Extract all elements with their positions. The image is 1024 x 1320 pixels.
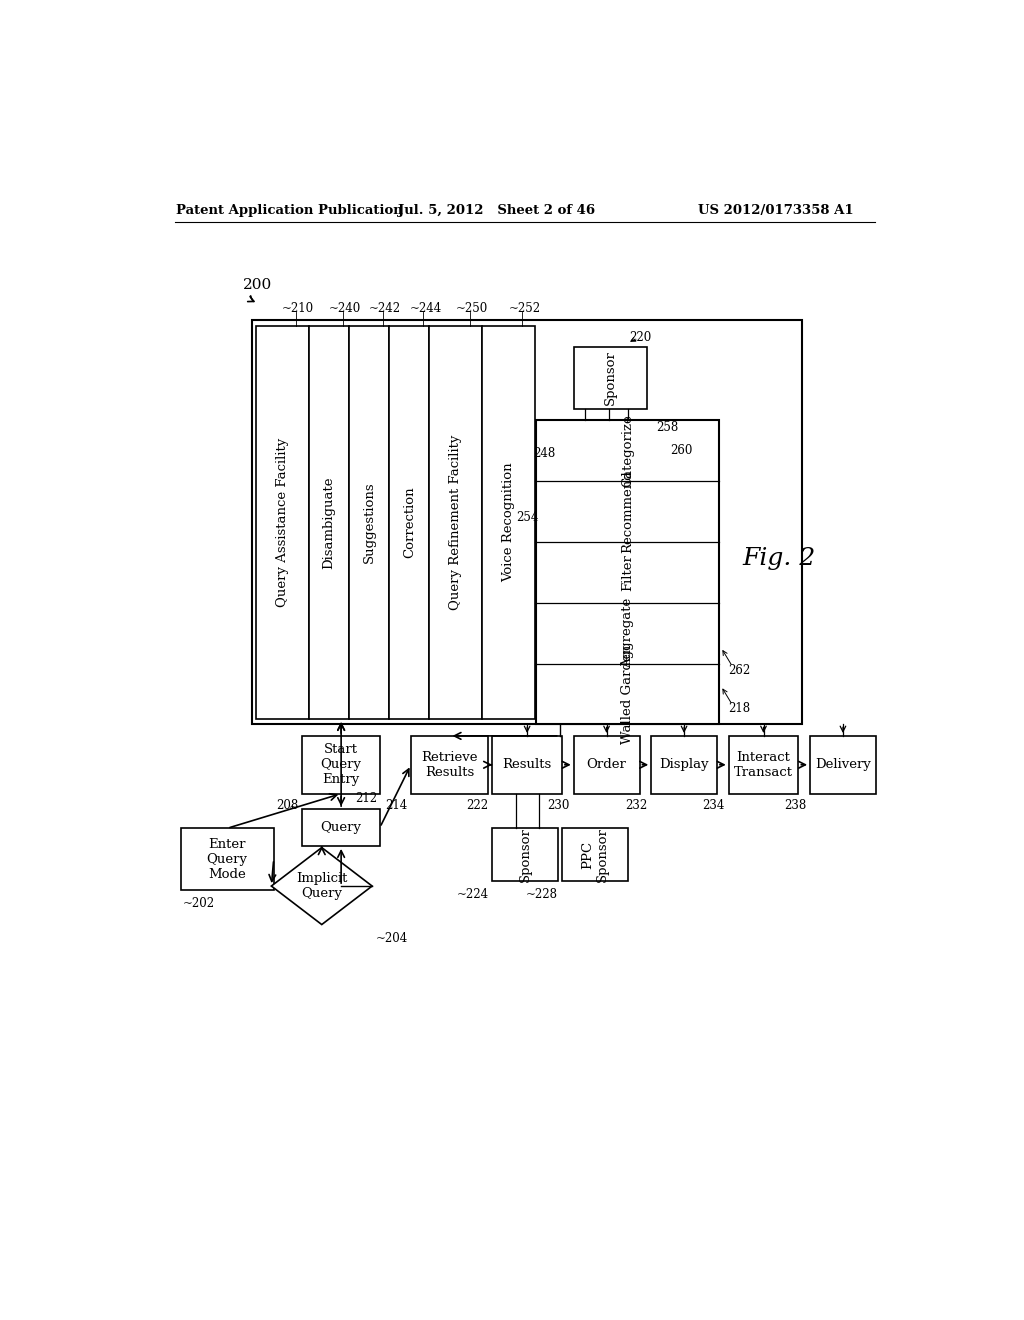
Text: Query Refinement Facility: Query Refinement Facility — [450, 434, 462, 610]
Text: 222: 222 — [466, 799, 488, 812]
Text: Fig. 2: Fig. 2 — [742, 548, 816, 570]
FancyArrowPatch shape — [610, 411, 616, 417]
Bar — [389, 326, 429, 719]
Text: Voice Recognition: Voice Recognition — [502, 463, 515, 582]
Text: Start
Query
Entry: Start Query Entry — [321, 743, 361, 787]
Bar — [482, 326, 535, 719]
Text: Query Assistance Facility: Query Assistance Facility — [275, 438, 289, 607]
Bar — [573, 347, 647, 409]
Text: Sponsor: Sponsor — [519, 828, 531, 882]
Text: 200: 200 — [243, 279, 272, 293]
Text: 234: 234 — [702, 799, 725, 812]
Text: ~240: ~240 — [329, 302, 361, 315]
Text: 220: 220 — [629, 331, 651, 345]
Text: Correction: Correction — [402, 487, 416, 558]
Text: Suggestions: Suggestions — [362, 482, 376, 564]
Text: 230: 230 — [548, 799, 569, 812]
Bar — [256, 326, 308, 719]
Text: Filter: Filter — [621, 554, 634, 591]
Text: 212: 212 — [355, 792, 377, 805]
Text: 258: 258 — [656, 421, 679, 434]
Text: 260: 260 — [671, 445, 693, 458]
Text: US 2012/0173358 A1: US 2012/0173358 A1 — [697, 205, 853, 218]
FancyArrowPatch shape — [628, 411, 643, 420]
Text: Recommend: Recommend — [621, 470, 634, 553]
Text: 218: 218 — [728, 702, 750, 715]
Text: Enter
Query
Mode: Enter Query Mode — [207, 838, 248, 880]
Text: ~224: ~224 — [457, 888, 488, 902]
Bar — [349, 326, 389, 719]
Text: ~210: ~210 — [283, 302, 314, 315]
Text: Implicit
Query: Implicit Query — [296, 873, 347, 900]
Bar — [493, 829, 558, 880]
Text: Disambiguate: Disambiguate — [323, 477, 335, 569]
Text: Display: Display — [659, 758, 709, 771]
Text: 262: 262 — [728, 664, 751, 677]
Text: PPC
Sponsor: PPC Sponsor — [581, 828, 609, 882]
Bar — [411, 737, 488, 793]
Text: Patent Application Publication: Patent Application Publication — [176, 205, 402, 218]
Text: ~202: ~202 — [183, 898, 215, 911]
Text: ~: ~ — [289, 801, 299, 814]
Bar — [429, 326, 482, 719]
Text: 248: 248 — [534, 447, 555, 461]
Text: 238: 238 — [784, 799, 806, 812]
Text: Sponsor: Sponsor — [604, 350, 616, 405]
Text: Query: Query — [321, 821, 361, 834]
Text: ~228: ~228 — [526, 888, 558, 902]
Text: ~244: ~244 — [410, 302, 441, 315]
Text: Aggregate: Aggregate — [621, 598, 634, 668]
Text: ~250: ~250 — [456, 302, 488, 315]
Bar — [651, 737, 717, 793]
FancyArrowPatch shape — [537, 447, 552, 465]
FancyArrowPatch shape — [536, 515, 538, 523]
Bar — [308, 326, 349, 719]
Text: 214: 214 — [385, 799, 407, 812]
Text: Interact
Transact: Interact Transact — [734, 751, 793, 779]
Text: Categorize: Categorize — [621, 414, 634, 487]
Text: Results: Results — [503, 758, 552, 771]
Bar — [537, 420, 719, 725]
Bar — [252, 321, 802, 725]
Text: ~252: ~252 — [509, 302, 541, 315]
Bar — [302, 809, 380, 846]
Text: 208: 208 — [276, 799, 299, 812]
Bar — [810, 737, 876, 793]
Text: ~242: ~242 — [369, 302, 401, 315]
Text: ~204: ~204 — [376, 932, 409, 945]
Text: Delivery: Delivery — [815, 758, 870, 771]
Bar — [729, 737, 799, 793]
Text: Walled Garden: Walled Garden — [621, 644, 634, 743]
Bar — [562, 829, 628, 880]
Bar — [180, 829, 273, 890]
Text: Jul. 5, 2012   Sheet 2 of 46: Jul. 5, 2012 Sheet 2 of 46 — [397, 205, 595, 218]
Bar — [302, 737, 380, 793]
Text: Order: Order — [587, 758, 627, 771]
Text: Retrieve
Results: Retrieve Results — [421, 751, 478, 779]
Text: 254: 254 — [516, 511, 539, 524]
Bar — [573, 737, 640, 793]
Bar — [493, 737, 562, 793]
Polygon shape — [271, 847, 372, 924]
Text: 232: 232 — [625, 799, 647, 812]
